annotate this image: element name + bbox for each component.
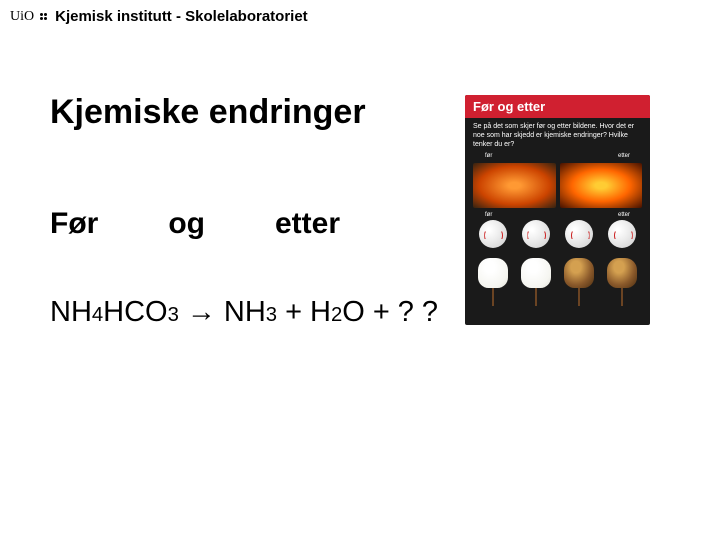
label-etter: etter — [610, 153, 638, 159]
header-title: Kjemisk institutt - Skolelaboratoriet — [55, 8, 308, 25]
book-fire-images — [465, 159, 650, 212]
subtitle-word-for: Før — [50, 207, 98, 241]
label-for: før — [477, 212, 500, 218]
logo-text: UiO — [10, 9, 34, 25]
eq-text: NH — [50, 296, 92, 329]
book-header: Før og etter — [465, 95, 650, 118]
equation-plus: + — [373, 296, 390, 329]
equation-product2: H2O — [310, 296, 365, 329]
baseball-icon — [608, 220, 636, 248]
eq-text: NH — [224, 296, 266, 329]
eq-text: O — [342, 296, 365, 329]
eq-sub: 3 — [266, 304, 277, 327]
marshmallow-white — [516, 258, 556, 308]
equation-plus: + — [285, 296, 302, 329]
eq-text: HCO — [103, 296, 167, 329]
equation-reactant: NH4HCO3 — [50, 296, 179, 329]
marshmallow-row — [465, 250, 650, 312]
textbook-image: Før og etter Se på det som skjer før og … — [465, 95, 650, 325]
marshmallow-white — [473, 258, 513, 308]
book-subtitle: Se på det som skjer før og etter bildene… — [465, 118, 650, 153]
logo-dots-icon — [40, 13, 47, 20]
label-for: før — [477, 153, 500, 159]
eq-sub: 2 — [331, 304, 342, 327]
eq-text: H — [310, 296, 331, 329]
eq-sub: 3 — [168, 304, 179, 327]
subtitle-word-etter: etter — [275, 207, 340, 241]
baseball-icon — [522, 220, 550, 248]
page-header: UiO Kjemisk institutt - Skolelaboratorie… — [0, 0, 720, 33]
equation-product1: NH3 — [224, 296, 277, 329]
baseball-icon — [479, 220, 507, 248]
subtitle-word-og: og — [168, 207, 205, 241]
marshmallow-toasted — [559, 258, 599, 308]
baseball-row — [465, 218, 650, 250]
equation-arrow: → — [187, 296, 216, 329]
eq-sub: 4 — [92, 304, 103, 327]
marshmallow-toasted — [602, 258, 642, 308]
label-etter: etter — [610, 212, 638, 218]
fire-image — [560, 163, 643, 208]
wood-log-image — [473, 163, 556, 208]
equation-unknown: ? ? — [398, 296, 438, 329]
uio-logo: UiO — [10, 9, 47, 25]
baseball-icon — [565, 220, 593, 248]
